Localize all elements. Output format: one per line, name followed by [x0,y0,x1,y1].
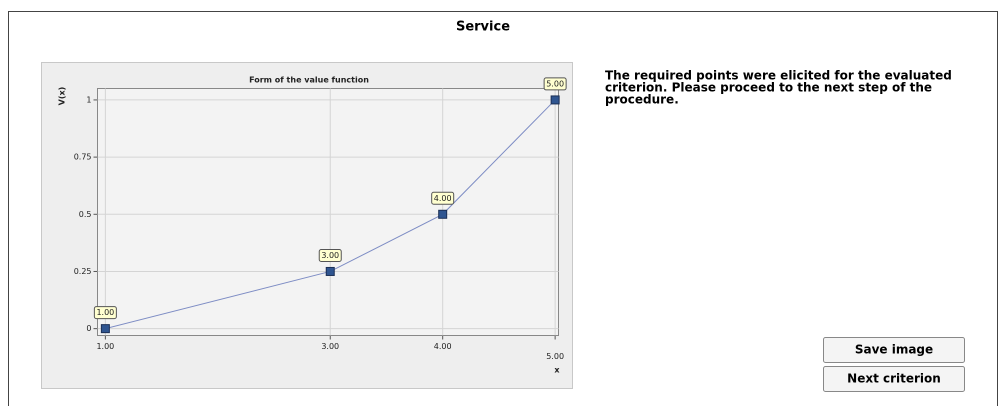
y-tick-label: 0.25 [74,267,92,276]
point-label: 4.00 [434,194,452,203]
x-tick-label: 3.00 [321,342,339,351]
point-label: 1.00 [96,308,114,317]
save-button[interactable]: Save image [823,337,965,363]
point-label-box [431,191,455,205]
x-tick-label: 5.00 [546,352,564,361]
marker [550,95,560,105]
point-label: 3.00 [321,251,339,260]
point-label-box [543,77,567,91]
marker [100,324,110,334]
series-line [105,99,556,330]
button-label[interactable]: Save image [855,343,933,357]
y-tick-label: 1 [86,95,91,104]
x-tick-label: 4.00 [434,342,452,351]
y-tick-label: 0.75 [74,153,92,162]
point-label-box [318,248,342,262]
x-tick-label: 1.00 [96,342,114,351]
marker [325,266,335,276]
message: The required points were elicited for th… [605,69,952,107]
x-axis-label: x [554,366,560,375]
message-line: criterion. Please proceed to the next st… [605,81,932,95]
button-frame[interactable] [823,337,965,363]
point-label-box [93,306,117,320]
next-button[interactable]: Next criterion [823,366,965,392]
y-tick-label: 0.5 [79,210,92,219]
chart-title: Form of the value function [249,76,369,85]
y-tick-label: 0 [86,324,91,333]
point-label: 5.00 [546,79,564,88]
y-axis-label: V(x) [58,87,67,106]
marker [438,209,448,219]
plot-area [97,88,559,336]
button-frame[interactable] [823,366,965,392]
window-title: Service [456,20,510,35]
message-line: procedure. [605,93,679,107]
message-line: The required points were elicited for th… [605,69,952,83]
button-label[interactable]: Next criterion [847,372,941,386]
